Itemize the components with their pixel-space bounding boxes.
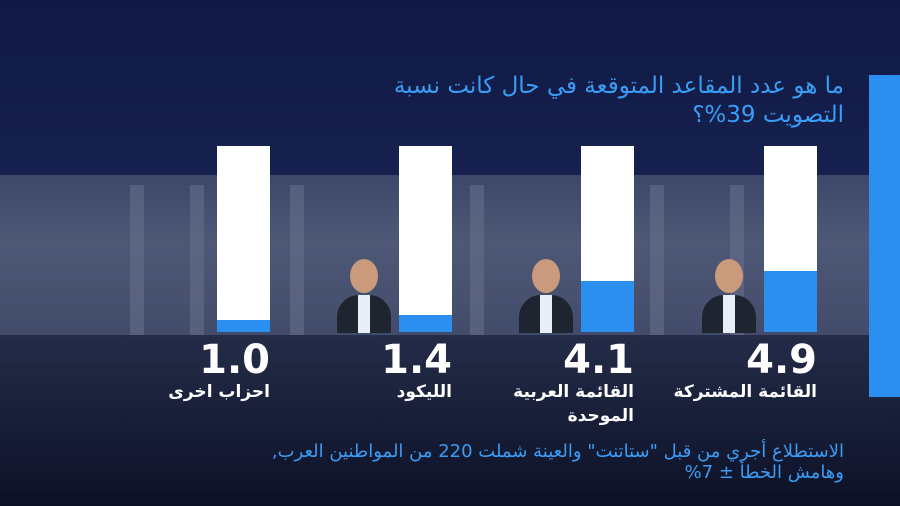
bar-value-label: 1.0 xyxy=(199,337,270,383)
accent-side-bar xyxy=(869,75,900,397)
bar-category-label: الليكود xyxy=(396,382,452,402)
bar-category-label: القائمة المشتركة xyxy=(673,382,817,402)
ground xyxy=(0,335,900,506)
photo-candidate-2 xyxy=(516,251,576,333)
bar-value-fill xyxy=(764,271,817,332)
survey-footnote: الاستطلاع أجري من قبل "ستاتنت" والعينة ش… xyxy=(271,441,844,483)
bar-track xyxy=(581,146,634,332)
photo-candidate-1 xyxy=(699,251,759,333)
bar-track xyxy=(217,146,270,332)
photo-candidate-3 xyxy=(334,251,394,333)
bar-value-label: 1.4 xyxy=(381,337,452,383)
chart-title: ما هو عدد المقاعد المتوقعة في حال كانت ن… xyxy=(393,73,844,128)
bar-track xyxy=(764,146,817,332)
bar-value-fill xyxy=(581,281,634,332)
bar-value-fill xyxy=(399,315,452,332)
bar-value-label: 4.9 xyxy=(746,337,817,383)
bar-value-fill xyxy=(217,320,270,332)
bar-value-label: 4.1 xyxy=(563,337,634,383)
bar-track xyxy=(399,146,452,332)
bar-category-label: احزاب اخرى xyxy=(168,382,270,402)
bar-category-label: القائمة العربية الموحدة xyxy=(513,382,634,426)
